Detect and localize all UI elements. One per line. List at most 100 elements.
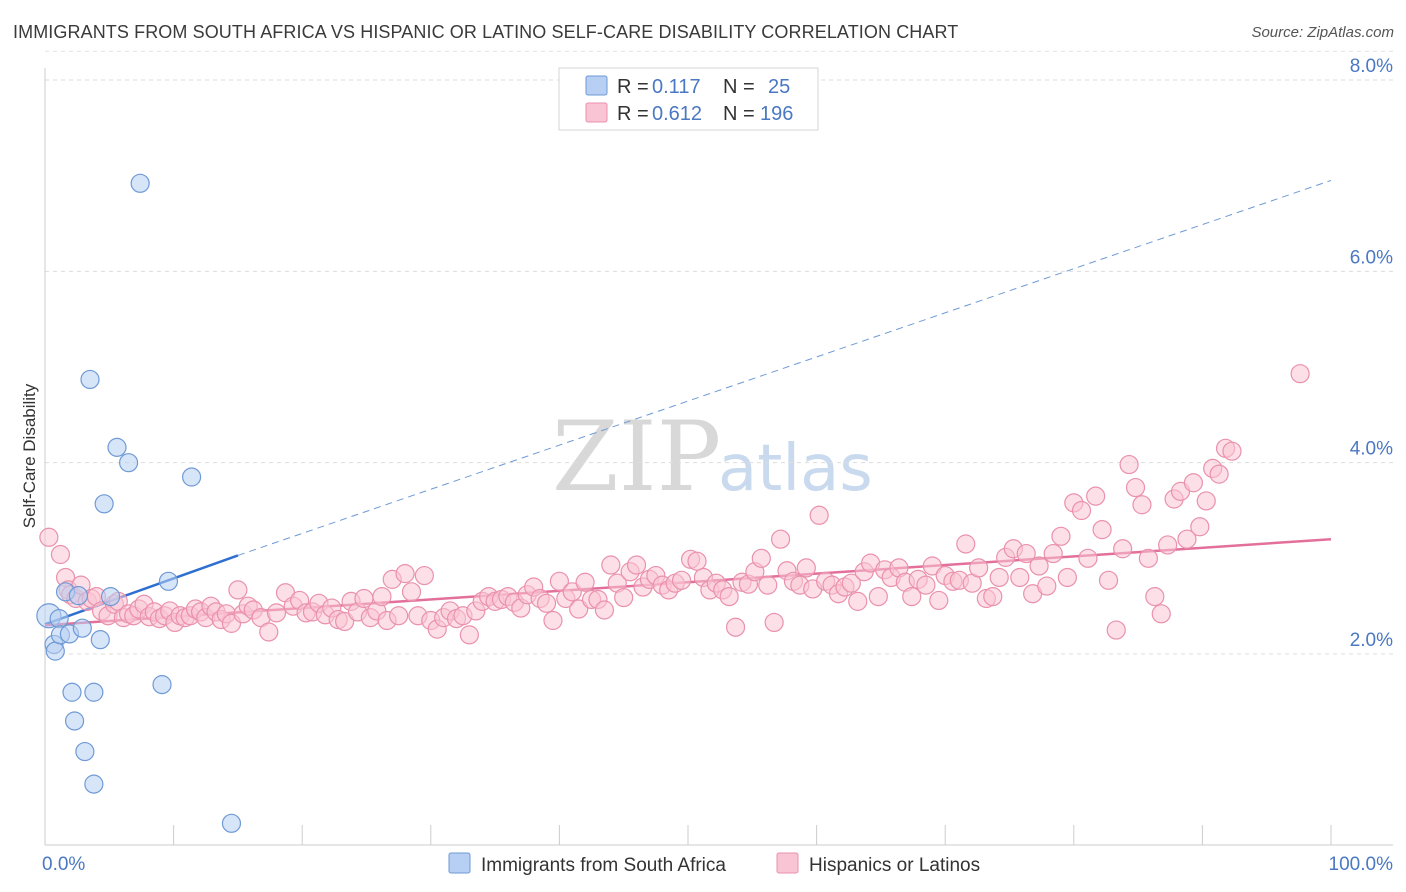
point-hispanic bbox=[389, 606, 409, 626]
point-hispanic bbox=[459, 625, 479, 645]
bottom-legend-label-hispanics: Hispanics or Latinos bbox=[809, 855, 980, 876]
point-south-africa bbox=[130, 173, 150, 193]
point-hispanic bbox=[549, 571, 570, 591]
trend-extension-0 bbox=[237, 179, 1332, 556]
point-south-africa bbox=[80, 369, 100, 390]
point-hispanic bbox=[687, 551, 707, 571]
point-hispanic bbox=[1145, 586, 1165, 607]
point-hispanic bbox=[1222, 441, 1242, 461]
point-hispanic bbox=[1051, 526, 1071, 546]
y-tick-label: 8.0% bbox=[1350, 56, 1393, 77]
point-hispanic bbox=[1132, 495, 1152, 515]
point-hispanic bbox=[758, 575, 778, 595]
point-south-africa bbox=[84, 774, 104, 794]
point-hispanic bbox=[969, 558, 989, 578]
point-hispanic bbox=[259, 622, 279, 642]
legend-n-label: N = bbox=[723, 76, 755, 98]
bottom-legend-label-south-africa: Immigrants from South Africa bbox=[481, 855, 726, 876]
legend-n-value: 196 bbox=[760, 103, 793, 125]
watermark-zip: ZIP bbox=[552, 401, 721, 513]
point-hispanic bbox=[1057, 567, 1077, 588]
point-hispanic bbox=[1113, 539, 1133, 559]
point-hispanic bbox=[989, 567, 1009, 588]
legend-r-label: R = bbox=[617, 76, 649, 98]
point-hispanic bbox=[796, 558, 816, 578]
point-hispanic bbox=[956, 534, 976, 554]
point-hispanic bbox=[1125, 477, 1146, 498]
point-hispanic bbox=[1071, 500, 1092, 521]
point-hispanic bbox=[626, 555, 647, 575]
trend-line-0 bbox=[44, 554, 239, 626]
point-hispanic bbox=[575, 572, 595, 592]
point-hispanic bbox=[401, 582, 422, 602]
legend: R = 0.117 N = 25 R = 0.612 N = 196 bbox=[558, 67, 819, 131]
axes bbox=[44, 68, 1393, 846]
point-hispanic bbox=[1151, 604, 1171, 624]
point-hispanic bbox=[1010, 567, 1030, 588]
y-tick-label: 6.0% bbox=[1350, 247, 1393, 268]
point-hispanic bbox=[1177, 529, 1197, 549]
point-south-africa bbox=[84, 682, 104, 702]
point-hispanic bbox=[725, 617, 746, 637]
point-hispanic bbox=[601, 555, 621, 575]
point-hispanic bbox=[228, 580, 248, 600]
point-hispanic bbox=[1290, 364, 1310, 384]
y-tick-label: 2.0% bbox=[1350, 630, 1393, 651]
point-hispanic bbox=[719, 586, 739, 607]
point-hispanic bbox=[770, 529, 791, 549]
y-tick-label: 4.0% bbox=[1350, 439, 1393, 460]
bottom-legend: Immigrants from South Africa Hispanics o… bbox=[448, 852, 980, 876]
point-hispanic bbox=[916, 575, 936, 595]
watermark: ZIP atlas bbox=[552, 401, 873, 513]
point-south-africa bbox=[152, 675, 172, 695]
x-tick-labels: 0.0% 100.0% bbox=[42, 854, 1393, 875]
point-hispanic bbox=[1092, 520, 1112, 540]
point-south-africa bbox=[45, 641, 65, 661]
point-hispanic bbox=[266, 603, 287, 623]
bottom-legend-swatch-south-africa bbox=[448, 852, 471, 874]
watermark-atlas: atlas bbox=[718, 432, 873, 506]
legend-r-label: R = bbox=[617, 103, 649, 125]
point-hispanic bbox=[1158, 535, 1178, 555]
point-hispanic bbox=[569, 599, 589, 619]
legend-n-value: 25 bbox=[768, 76, 790, 98]
point-hispanic bbox=[922, 556, 942, 576]
point-hispanic bbox=[1098, 570, 1119, 590]
point-south-africa bbox=[221, 813, 242, 833]
grid-lines bbox=[45, 50, 1393, 655]
point-hispanic bbox=[1209, 464, 1229, 484]
point-hispanic bbox=[902, 586, 922, 607]
point-south-africa bbox=[118, 453, 139, 473]
point-hispanic bbox=[562, 582, 582, 602]
point-south-africa bbox=[94, 494, 114, 514]
point-hispanic bbox=[395, 564, 415, 584]
point-hispanic bbox=[335, 611, 355, 632]
point-hispanic bbox=[1029, 556, 1049, 576]
point-hispanic bbox=[809, 505, 829, 525]
point-hispanic bbox=[1106, 620, 1126, 640]
legend-row-south-africa: R = 0.117 N = 25 bbox=[585, 75, 790, 98]
point-hispanic bbox=[536, 593, 557, 613]
x-tick-label: 0.0% bbox=[42, 854, 85, 875]
point-south-africa bbox=[68, 586, 89, 606]
legend-row-hispanics: R = 0.612 N = 196 bbox=[585, 102, 793, 125]
point-hispanic bbox=[1086, 486, 1106, 506]
legend-n-label: N = bbox=[723, 103, 755, 125]
legend-swatch-south-africa bbox=[585, 75, 608, 96]
y-tick-labels: 2.0% 4.0% 6.0% 8.0% bbox=[1350, 56, 1393, 651]
point-hispanic bbox=[614, 587, 634, 608]
point-hispanic bbox=[1196, 491, 1216, 511]
bottom-legend-swatch-hispanics bbox=[776, 852, 799, 874]
point-south-africa bbox=[100, 586, 121, 607]
point-hispanic bbox=[50, 544, 71, 565]
point-hispanic bbox=[751, 548, 771, 568]
data-points bbox=[36, 173, 1310, 833]
legend-r-value: 0.117 bbox=[652, 76, 701, 98]
point-hispanic bbox=[983, 586, 1003, 607]
point-hispanic bbox=[372, 586, 392, 607]
point-hispanic bbox=[1119, 454, 1139, 475]
chart-title: IMMIGRANTS FROM SOUTH AFRICA VS HISPANIC… bbox=[13, 22, 959, 42]
point-hispanic bbox=[764, 612, 784, 633]
legend-r-value: 0.612 bbox=[652, 103, 702, 125]
point-south-africa bbox=[158, 571, 179, 591]
